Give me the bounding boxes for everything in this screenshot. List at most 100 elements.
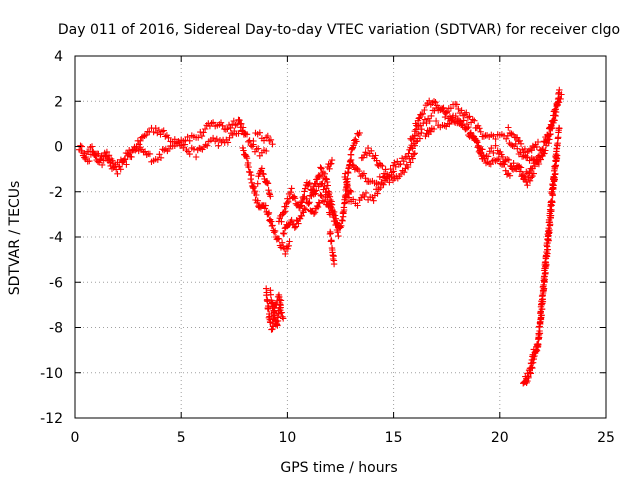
data-point <box>419 110 426 117</box>
data-point <box>535 152 543 159</box>
x-tick-label: 0 <box>71 430 80 446</box>
data-point <box>104 157 112 165</box>
data-point <box>525 374 532 381</box>
data-point <box>280 230 287 237</box>
data-point <box>291 224 298 231</box>
data-point <box>330 260 338 268</box>
data-point <box>326 165 333 172</box>
data-point <box>473 137 481 145</box>
data-point <box>538 305 546 313</box>
data-point <box>379 162 386 170</box>
data-point <box>323 185 330 192</box>
data-point <box>361 193 368 200</box>
data-point <box>401 169 408 176</box>
data-point <box>543 261 550 268</box>
data-point <box>495 155 502 163</box>
data-point <box>447 105 455 112</box>
data-point <box>157 154 165 161</box>
data-point <box>324 178 331 186</box>
data-point <box>282 203 290 210</box>
data-point <box>372 152 379 159</box>
x-tick-label: 10 <box>278 430 296 446</box>
data-point <box>374 190 381 197</box>
data-point <box>282 250 289 258</box>
data-point <box>533 158 541 165</box>
data-point <box>209 119 217 126</box>
data-point <box>327 230 334 237</box>
data-point <box>546 136 553 143</box>
data-point <box>302 206 309 213</box>
data-point <box>527 145 534 153</box>
data-point <box>260 171 267 178</box>
data-point <box>301 188 308 195</box>
data-point <box>264 132 271 140</box>
data-point <box>265 187 272 194</box>
data-point <box>552 170 559 177</box>
data-point <box>224 125 231 133</box>
data-point <box>254 180 261 187</box>
data-point <box>536 330 544 337</box>
data-point <box>507 141 515 148</box>
data-point <box>411 142 418 149</box>
x-tick-label: 25 <box>597 430 615 446</box>
data-point <box>458 121 466 128</box>
data-point <box>530 170 537 177</box>
data-point <box>426 117 433 125</box>
data-point <box>556 125 563 132</box>
data-point <box>432 117 440 125</box>
data-point <box>411 128 418 135</box>
data-point <box>83 153 90 161</box>
data-point <box>247 169 254 176</box>
data-point <box>353 164 360 172</box>
data-point <box>400 158 407 165</box>
data-point <box>545 237 552 244</box>
data-point <box>250 137 257 145</box>
y-tick-label: 4 <box>54 49 63 65</box>
plot-frame <box>74 55 607 419</box>
data-point <box>335 222 342 229</box>
data-point <box>533 347 541 354</box>
axis-ticks <box>74 55 607 419</box>
data-point <box>505 124 512 131</box>
x-axis-label: GPS time / hours <box>280 460 397 476</box>
data-point <box>317 164 324 171</box>
data-point <box>266 190 273 197</box>
data-point <box>311 209 319 216</box>
data-point <box>195 134 202 141</box>
data-point <box>237 124 244 131</box>
data-point <box>186 137 193 144</box>
data-point <box>198 132 206 140</box>
data-point <box>150 128 157 136</box>
data-point <box>278 239 286 246</box>
data-point <box>263 289 270 296</box>
data-point <box>479 146 486 153</box>
data-point <box>263 147 270 155</box>
data-point <box>92 152 99 159</box>
data-point <box>265 211 272 218</box>
data-point <box>268 222 276 230</box>
data-point <box>537 156 544 163</box>
data-point <box>360 170 368 177</box>
data-point <box>503 171 511 178</box>
data-point <box>428 112 435 120</box>
data-point <box>286 238 293 245</box>
data-point <box>268 218 275 225</box>
data-point <box>277 304 284 311</box>
data-point <box>184 133 191 141</box>
data-point <box>225 121 233 129</box>
data-point <box>215 142 222 149</box>
data-point <box>386 179 393 186</box>
data-point <box>156 151 163 158</box>
data-point <box>261 205 269 212</box>
data-point <box>516 137 523 144</box>
data-point <box>229 131 236 139</box>
data-point <box>549 192 556 199</box>
data-point <box>380 170 388 177</box>
data-point <box>340 206 348 214</box>
data-point <box>471 117 478 124</box>
data-point <box>362 149 369 156</box>
data-point <box>441 113 449 121</box>
data-point <box>506 172 514 179</box>
data-point <box>326 199 333 207</box>
